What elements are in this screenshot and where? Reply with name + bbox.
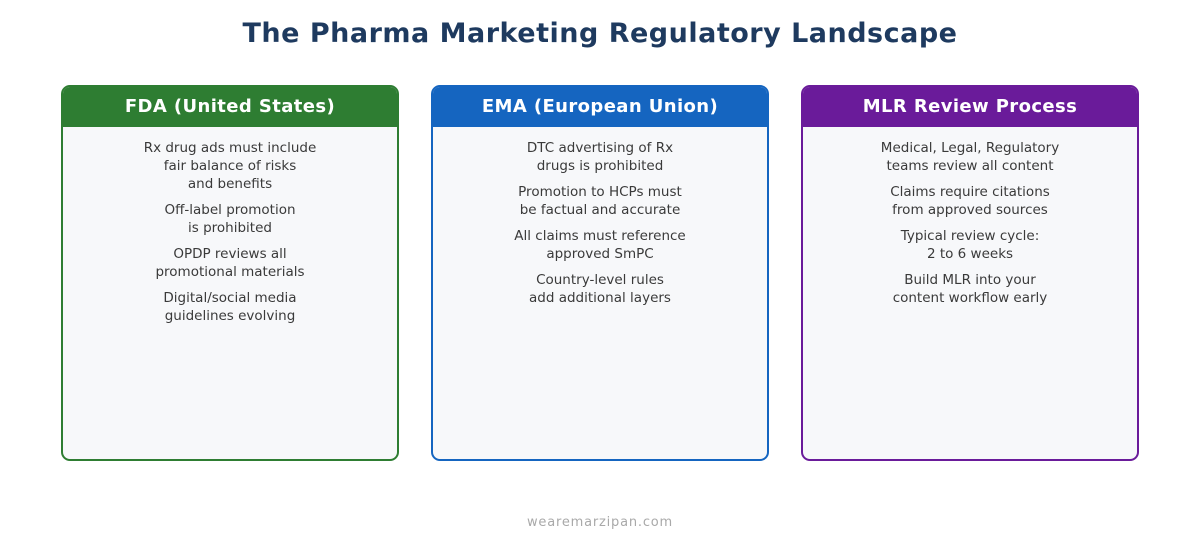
card-fda-item-3: OPDP reviews all promotional materials xyxy=(155,246,305,280)
card-mlr-item-4: Build MLR into your content workflow ear… xyxy=(892,272,1048,306)
card-mlr-item-3: Typical review cycle: 2 to 6 weeks xyxy=(900,228,1040,262)
page-title: The Pharma Marketing Regulatory Landscap… xyxy=(242,18,958,49)
footer-url: wearemarzipan.com xyxy=(526,515,674,530)
card-ema-body: DTC advertising of Rx drugs is prohibite… xyxy=(433,127,767,459)
card-ema-item-4: Country-level rules add additional layer… xyxy=(529,272,671,306)
card-fda-item-2: Off-label promotion is prohibited xyxy=(164,202,296,236)
card-ema-item-3: All claims must reference approved SmPC xyxy=(514,228,686,262)
card-fda-title: FDA (United States) xyxy=(124,96,336,117)
card-fda-item-4: Digital/social media guidelines evolving xyxy=(163,290,297,324)
card-mlr-header: MLR Review Process xyxy=(803,87,1137,127)
card-mlr-item-2: Claims require citations from approved s… xyxy=(890,184,1050,218)
card-ema: EMA (European Union) DTC advertising of … xyxy=(431,85,769,461)
card-fda-item-1: Rx drug ads must include fair balance of… xyxy=(143,140,317,192)
card-mlr: MLR Review Process Medical, Legal, Regul… xyxy=(801,85,1139,461)
card-fda: FDA (United States) Rx drug ads must inc… xyxy=(61,85,399,461)
card-mlr-title: MLR Review Process xyxy=(862,96,1078,117)
card-ema-header: EMA (European Union) xyxy=(433,87,767,127)
cards-row: FDA (United States) Rx drug ads must inc… xyxy=(0,85,1200,461)
card-fda-header: FDA (United States) xyxy=(63,87,397,127)
card-mlr-body: Medical, Legal, Regulatory teams review … xyxy=(803,127,1137,459)
card-mlr-item-1: Medical, Legal, Regulatory teams review … xyxy=(880,140,1060,174)
card-ema-item-2: Promotion to HCPs must be factual and ac… xyxy=(518,184,682,218)
card-ema-item-1: DTC advertising of Rx drugs is prohibite… xyxy=(526,140,674,174)
infographic-page: The Pharma Marketing Regulatory Landscap… xyxy=(0,18,1200,538)
card-ema-title: EMA (European Union) xyxy=(481,96,719,117)
card-fda-body: Rx drug ads must include fair balance of… xyxy=(63,127,397,459)
